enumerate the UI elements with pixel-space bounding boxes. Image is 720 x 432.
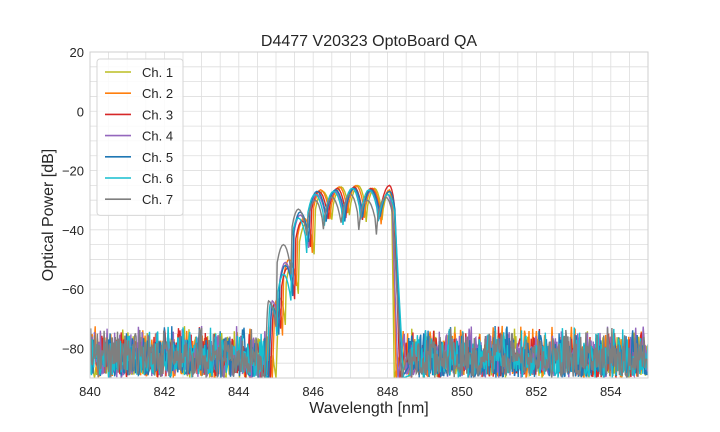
y-tick-label: −20 <box>62 164 84 179</box>
legend-label: Ch. 3 <box>142 107 173 122</box>
legend-label: Ch. 4 <box>142 129 173 144</box>
legend-label: Ch. 6 <box>142 171 173 186</box>
legend-label: Ch. 1 <box>142 65 173 80</box>
x-tick-label: 846 <box>302 384 324 399</box>
x-tick-label: 854 <box>600 384 622 399</box>
y-tick-label: −60 <box>62 282 84 297</box>
y-tick-label: 0 <box>77 104 84 119</box>
tick-labels: 840 842 844 846 848 850 852 854 −80 −60 −40 −20 0 20 <box>62 45 622 399</box>
legend-box <box>96 58 184 216</box>
x-tick-label: 848 <box>377 384 399 399</box>
x-tick-label: 852 <box>526 384 548 399</box>
legend-label: Ch. 2 <box>142 86 173 101</box>
x-tick-label: 850 <box>451 384 473 399</box>
series-line-ch-7 <box>90 193 648 378</box>
legend-label: Ch. 7 <box>142 192 173 207</box>
series-layer <box>90 184 648 378</box>
plot-frame <box>89 51 649 379</box>
legend: Ch. 1 Ch. 2 Ch. 3 Ch. 4 Ch. 5 Ch. 6 Ch. 7 <box>96 58 184 216</box>
legend-label: Ch. 5 <box>142 150 173 165</box>
chart-title: D4477 V20323 OptoBoard QA <box>261 33 477 50</box>
y-tick-label: −80 <box>62 341 84 356</box>
x-tick-label: 844 <box>228 384 250 399</box>
x-tick-label: 840 <box>79 384 101 399</box>
y-tick-label: −40 <box>62 223 84 238</box>
y-tick-label: 20 <box>70 45 84 60</box>
x-axis-label: Wavelength [nm] <box>309 400 428 417</box>
x-tick-label: 842 <box>154 384 176 399</box>
y-axis-label: Optical Power [dB] <box>40 149 57 282</box>
